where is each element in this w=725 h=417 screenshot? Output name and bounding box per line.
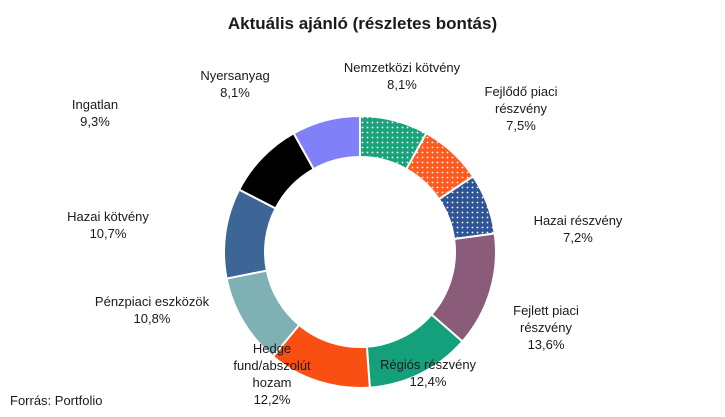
slice-label-text: fund/abszolút [233, 358, 311, 373]
slice-value: 7,5% [506, 118, 536, 133]
slice-value: 12,2% [253, 392, 291, 407]
slice-label-text: Nyersanyag [200, 68, 270, 83]
slice-label-text: Fejlett piaci [513, 303, 579, 318]
slice-value: 13,6% [527, 337, 565, 352]
slice-label-1: Fejlődő piaci részvény 7,5% [485, 83, 558, 134]
slice-label-text: részvény [519, 320, 573, 335]
slice-label-8: Ingatlan 9,3% [72, 96, 118, 130]
slice-9 [292, 114, 361, 171]
slice-label-3: Fejlett piaci részvény 13,6% [513, 302, 579, 353]
slice-value: 10,8% [133, 311, 171, 326]
slice-label-9: Nyersanyag 8,1% [200, 67, 269, 101]
slice-label-6: Pénzpiaci eszközök 10,8% [95, 293, 209, 327]
slice-value: 12,4% [409, 374, 447, 389]
slice-label-text: Hedge [252, 341, 292, 356]
slice-label-text: hozam [252, 375, 292, 390]
slice-label-4: Régiós részvény 12,4% [380, 356, 476, 390]
slice-label-2: Hazai részvény 7,2% [534, 212, 623, 246]
slice-value: 9,3% [80, 114, 110, 129]
slice-label-text: Régiós részvény [379, 357, 477, 372]
chart-title: Aktuális ajánló (részletes bontás) [227, 14, 498, 33]
slice-label-7: Hazai kötvény 10,7% [67, 208, 149, 242]
slice-label-text: Nemzetközi kötvény [343, 60, 461, 75]
slice-label-5: Hedge fund/abszolút hozam 12,2% [233, 340, 310, 408]
slice-value: 8,1% [387, 77, 417, 92]
slice-label-text: részvény [494, 101, 548, 116]
slice-label-0: Nemzetközi kötvény 8,1% [344, 59, 460, 93]
source-note: Forrás: Portfolio [10, 393, 103, 408]
slice-value: 10,7% [89, 226, 127, 241]
slice-label-text: Fejlődő piaci [484, 84, 558, 99]
slice-label-text: Hazai kötvény [67, 209, 149, 224]
slice-label-text: Pénzpiaci eszközök [94, 294, 210, 309]
slice-value: 8,1% [220, 85, 250, 100]
slice-value: 7,2% [563, 230, 593, 245]
slice-label-text: Ingatlan [71, 97, 119, 112]
slice-label-text: Hazai részvény [533, 213, 623, 228]
